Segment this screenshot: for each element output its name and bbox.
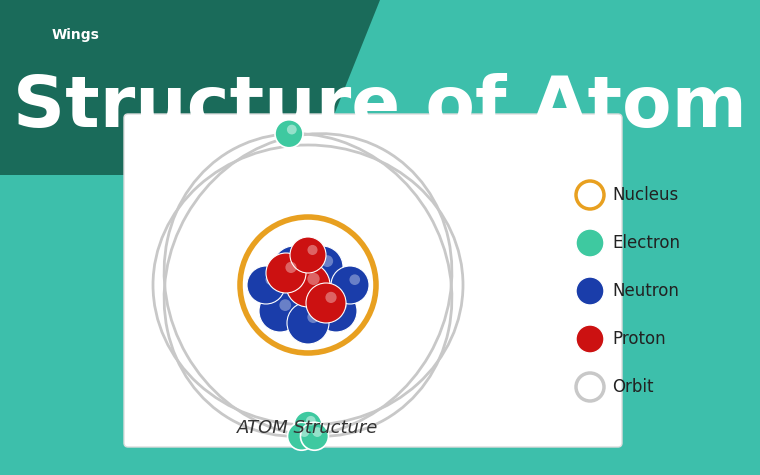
Circle shape [576,325,604,353]
Circle shape [275,120,303,148]
Circle shape [259,290,301,332]
Text: Proton: Proton [612,330,666,348]
Circle shape [312,427,322,437]
Circle shape [299,427,309,437]
Circle shape [301,246,343,288]
Circle shape [293,255,305,267]
Circle shape [280,299,291,311]
Circle shape [286,262,296,273]
Circle shape [287,124,296,134]
Circle shape [294,411,322,439]
Circle shape [307,273,320,285]
Circle shape [335,299,347,311]
Circle shape [273,246,315,288]
Circle shape [576,277,604,305]
Text: Wings: Wings [52,28,100,42]
Circle shape [307,311,319,323]
Circle shape [331,266,369,304]
Circle shape [321,255,333,267]
FancyBboxPatch shape [124,114,622,447]
Circle shape [286,263,330,307]
Circle shape [308,245,318,255]
Circle shape [247,266,285,304]
Circle shape [266,253,306,293]
Text: Structure of Atom: Structure of Atom [13,74,747,142]
Text: Nucleus: Nucleus [612,186,678,204]
Circle shape [325,292,337,303]
Circle shape [315,290,357,332]
Circle shape [287,302,329,344]
Circle shape [287,422,315,450]
Circle shape [350,275,360,285]
Text: Orbit: Orbit [612,378,654,396]
Circle shape [265,275,276,285]
Polygon shape [0,0,380,175]
Circle shape [290,237,326,273]
Text: Electron: Electron [612,234,680,252]
Circle shape [306,416,315,426]
Circle shape [306,283,346,323]
Text: Neutron: Neutron [612,282,679,300]
Circle shape [576,229,604,257]
Circle shape [300,422,328,450]
Text: ATOM Structure: ATOM Structure [237,419,378,437]
